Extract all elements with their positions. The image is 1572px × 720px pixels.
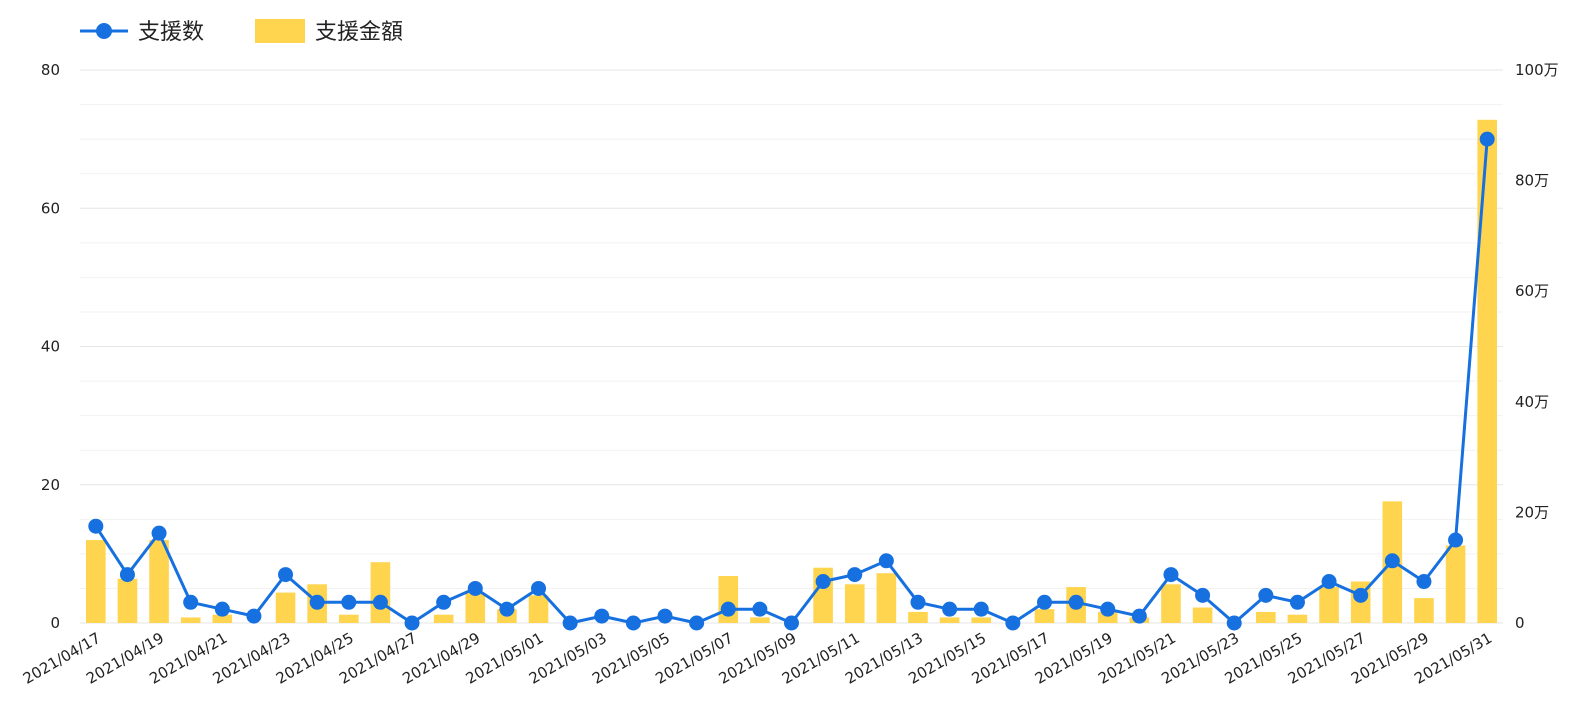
line-point[interactable] (973, 601, 989, 617)
bar[interactable] (844, 584, 865, 623)
line-point[interactable] (1448, 532, 1464, 548)
line-point[interactable] (1005, 615, 1021, 631)
y-left-tick-label: 0 (50, 614, 60, 632)
line-point[interactable] (309, 594, 325, 610)
line-point[interactable] (942, 601, 958, 617)
y-right-tick-label: 40万 (1515, 393, 1549, 411)
bar[interactable] (939, 617, 960, 623)
line-point[interactable] (372, 594, 388, 610)
y-axis-right: 0 20万 40万 60万 80万 100万 (1515, 61, 1559, 632)
line-point[interactable] (278, 567, 294, 583)
bar[interactable] (117, 578, 138, 623)
bar[interactable] (876, 573, 897, 623)
y-left-tick-label: 80 (41, 61, 60, 79)
line-point[interactable] (499, 601, 515, 617)
bar[interactable] (86, 540, 106, 623)
bar[interactable] (370, 562, 391, 623)
bar[interactable] (1319, 587, 1339, 623)
line-point[interactable] (562, 615, 578, 631)
line-point[interactable] (467, 580, 483, 596)
line-point[interactable] (1068, 594, 1084, 610)
bar[interactable] (750, 617, 770, 623)
bar[interactable] (465, 592, 486, 623)
line-point[interactable] (246, 608, 262, 624)
bar[interactable] (433, 614, 454, 623)
line-point[interactable] (1289, 594, 1305, 610)
legend-label: 支援数 (138, 20, 204, 45)
bar[interactable] (971, 617, 992, 623)
line-point[interactable] (878, 553, 894, 569)
line-point[interactable] (1163, 567, 1179, 583)
y-left-tick-label: 20 (41, 476, 60, 494)
line-point[interactable] (436, 594, 452, 610)
bar[interactable] (1477, 119, 1497, 624)
legend-item-bar[interactable]: 支援金額 (255, 19, 403, 45)
bar-series (86, 119, 1497, 624)
line-point[interactable] (119, 567, 135, 583)
line-point[interactable] (1258, 587, 1274, 603)
bar[interactable] (1414, 598, 1434, 623)
y-right-tick-label: 0 (1515, 614, 1525, 632)
line-point[interactable] (784, 615, 799, 631)
y-right-tick-label: 100万 (1515, 61, 1559, 79)
line-point[interactable] (625, 615, 641, 631)
legend-line-marker (96, 23, 112, 39)
x-axis: 2021/04/172021/04/192021/04/212021/04/23… (20, 629, 1495, 688)
bar[interactable] (1445, 545, 1466, 623)
y-left-tick-label: 60 (41, 199, 60, 217)
y-axis-left: 0 20 40 60 80 (41, 61, 60, 632)
bar[interactable] (1034, 609, 1055, 623)
line-point[interactable] (815, 574, 831, 590)
bar[interactable] (1161, 584, 1181, 623)
line-point[interactable] (752, 601, 768, 617)
legend-item-line[interactable]: 支援数 (80, 20, 204, 45)
line-point[interactable] (1321, 574, 1337, 590)
line-point[interactable] (1131, 608, 1147, 624)
gridlines (80, 69, 1503, 624)
line-point[interactable] (214, 601, 230, 617)
y-right-tick-label: 80万 (1515, 172, 1549, 190)
line-point[interactable] (1195, 587, 1211, 603)
line-point[interactable] (88, 518, 104, 534)
line-point[interactable] (404, 615, 420, 631)
bar[interactable] (275, 592, 296, 623)
line-point[interactable] (910, 594, 926, 610)
line-point[interactable] (689, 615, 705, 631)
y-left-tick-label: 40 (41, 338, 60, 356)
line-point[interactable] (720, 601, 736, 617)
line-point[interactable] (531, 580, 547, 596)
bar[interactable] (1192, 607, 1213, 623)
line-point[interactable] (151, 525, 167, 541)
bar[interactable] (1256, 611, 1276, 623)
bar[interactable] (180, 617, 201, 623)
legend-label: 支援金額 (315, 20, 403, 45)
line-point[interactable] (1416, 574, 1432, 590)
line-point[interactable] (1036, 594, 1052, 610)
bar[interactable] (908, 611, 928, 623)
bar[interactable] (338, 614, 359, 623)
line-point[interactable] (1100, 601, 1116, 617)
bar[interactable] (528, 595, 549, 623)
line-point[interactable] (1353, 587, 1369, 603)
legend-bar-swatch (255, 19, 305, 43)
y-right-tick-label: 20万 (1515, 503, 1549, 521)
line-point[interactable] (1226, 615, 1242, 631)
bar[interactable] (149, 540, 169, 623)
bar[interactable] (1287, 614, 1308, 623)
line-point[interactable] (1384, 553, 1400, 569)
line-point[interactable] (183, 594, 199, 610)
line-point[interactable] (1479, 131, 1495, 147)
line-series (88, 131, 1495, 631)
line-point[interactable] (847, 567, 863, 583)
bar[interactable] (1097, 611, 1118, 623)
line-point[interactable] (594, 608, 610, 624)
y-right-tick-label: 60万 (1515, 282, 1549, 300)
line-point[interactable] (341, 594, 357, 610)
legend: 支援数 支援金額 (80, 19, 403, 45)
line-point[interactable] (657, 608, 673, 624)
bar[interactable] (212, 614, 233, 623)
